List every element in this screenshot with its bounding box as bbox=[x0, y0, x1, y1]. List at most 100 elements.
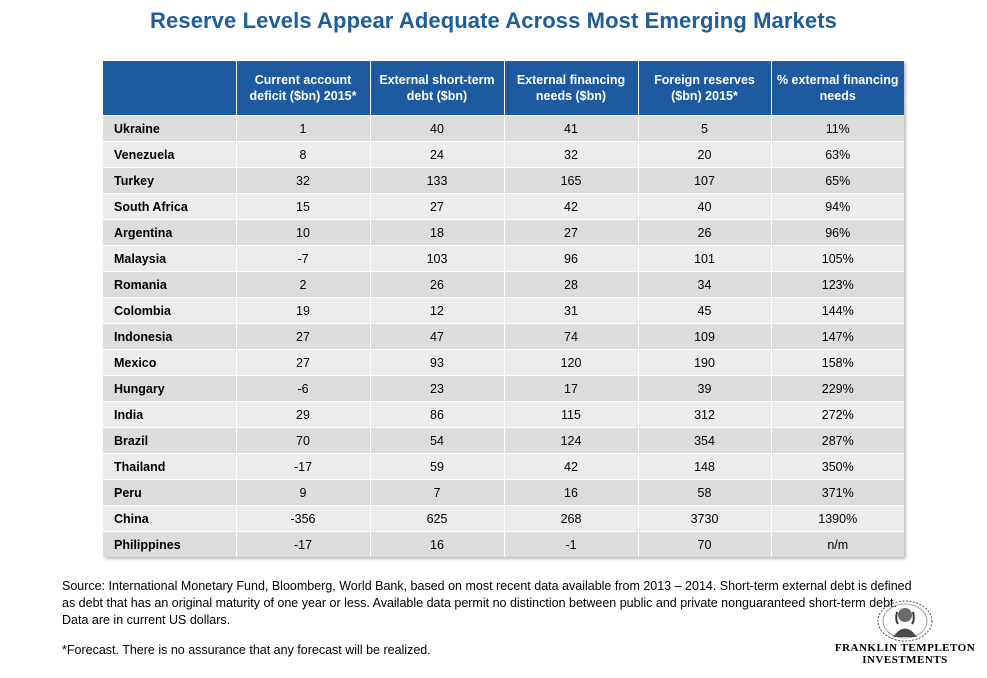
logo-line-2: INVESTMENTS bbox=[862, 654, 948, 666]
cell-foreign-reserves: 26 bbox=[637, 219, 771, 246]
header-external-short-term-debt: External short-term debt ($bn) bbox=[369, 61, 504, 116]
cell-foreign-reserves: 101 bbox=[637, 245, 771, 272]
cell-pct-external-financing-needs: 287% bbox=[770, 427, 904, 454]
cell-pct-external-financing-needs: 229% bbox=[770, 375, 904, 402]
cell-external-financing-needs: -1 bbox=[503, 531, 638, 557]
cell-external-short-term-debt: 103 bbox=[369, 245, 504, 272]
cell-current-account-deficit: -17 bbox=[235, 531, 370, 557]
forecast-footnote: *Forecast. There is no assurance that an… bbox=[62, 643, 431, 657]
cell-external-short-term-debt: 86 bbox=[369, 401, 504, 428]
cell-pct-external-financing-needs: 147% bbox=[770, 323, 904, 350]
cell-country: Peru bbox=[103, 479, 236, 506]
cell-external-short-term-debt: 7 bbox=[369, 479, 504, 506]
cell-country: Colombia bbox=[103, 297, 236, 324]
cell-external-financing-needs: 96 bbox=[503, 245, 638, 272]
table-row: China -356 625 268 3730 1390% bbox=[103, 505, 904, 532]
cell-current-account-deficit: 8 bbox=[235, 141, 370, 168]
cell-foreign-reserves: 109 bbox=[637, 323, 771, 350]
cell-external-short-term-debt: 47 bbox=[369, 323, 504, 350]
table-row: Brazil 70 54 124 354 287% bbox=[103, 427, 904, 454]
cell-pct-external-financing-needs: 123% bbox=[770, 271, 904, 298]
cell-country: Brazil bbox=[103, 427, 236, 454]
cell-pct-external-financing-needs: 371% bbox=[770, 479, 904, 506]
cell-country: Venezuela bbox=[103, 141, 236, 168]
cell-country: Mexico bbox=[103, 349, 236, 376]
cell-pct-external-financing-needs: 65% bbox=[770, 167, 904, 194]
cell-foreign-reserves: 354 bbox=[637, 427, 771, 454]
cell-current-account-deficit: -356 bbox=[235, 505, 370, 532]
table-row: Malaysia -7 103 96 101 105% bbox=[103, 245, 904, 272]
cell-foreign-reserves: 20 bbox=[637, 141, 771, 168]
cell-external-financing-needs: 31 bbox=[503, 297, 638, 324]
cell-external-short-term-debt: 59 bbox=[369, 453, 504, 480]
cell-external-short-term-debt: 40 bbox=[369, 115, 504, 142]
cell-external-short-term-debt: 625 bbox=[369, 505, 504, 532]
cell-external-financing-needs: 165 bbox=[503, 167, 638, 194]
cell-country: Thailand bbox=[103, 453, 236, 480]
cell-pct-external-financing-needs: 105% bbox=[770, 245, 904, 272]
table-row: Peru 9 7 16 58 371% bbox=[103, 479, 904, 506]
cell-external-short-term-debt: 16 bbox=[369, 531, 504, 557]
cell-external-short-term-debt: 12 bbox=[369, 297, 504, 324]
table-row: Thailand -17 59 42 148 350% bbox=[103, 453, 904, 480]
table-row: Colombia 19 12 31 45 144% bbox=[103, 297, 904, 324]
cell-pct-external-financing-needs: 63% bbox=[770, 141, 904, 168]
cell-foreign-reserves: 40 bbox=[637, 193, 771, 220]
cell-foreign-reserves: 5 bbox=[637, 115, 771, 142]
cell-current-account-deficit: 2 bbox=[235, 271, 370, 298]
cell-external-financing-needs: 32 bbox=[503, 141, 638, 168]
cell-country: Philippines bbox=[103, 531, 236, 557]
cell-current-account-deficit: 32 bbox=[235, 167, 370, 194]
cell-foreign-reserves: 190 bbox=[637, 349, 771, 376]
cell-external-financing-needs: 42 bbox=[503, 193, 638, 220]
cell-external-short-term-debt: 54 bbox=[369, 427, 504, 454]
reserves-table: Current account deficit ($bn) 2015* Exte… bbox=[103, 61, 904, 557]
cell-country: India bbox=[103, 401, 236, 428]
cell-external-short-term-debt: 27 bbox=[369, 193, 504, 220]
cell-foreign-reserves: 70 bbox=[637, 531, 771, 557]
cell-pct-external-financing-needs: 272% bbox=[770, 401, 904, 428]
table-body: Ukraine 1 40 41 5 11% Venezuela 8 24 32 20 63% Turke… bbox=[103, 115, 904, 557]
header-pct-external-financing-needs: % external financing needs bbox=[770, 61, 904, 116]
cell-pct-external-financing-needs: 158% bbox=[770, 349, 904, 376]
cell-country: Romania bbox=[103, 271, 236, 298]
cell-external-short-term-debt: 133 bbox=[369, 167, 504, 194]
cell-pct-external-financing-needs: 1390% bbox=[770, 505, 904, 532]
cell-foreign-reserves: 3730 bbox=[637, 505, 771, 532]
table-row: India 29 86 115 312 272% bbox=[103, 401, 904, 428]
table-row: Mexico 27 93 120 190 158% bbox=[103, 349, 904, 376]
cell-external-financing-needs: 115 bbox=[503, 401, 638, 428]
cell-country: Malaysia bbox=[103, 245, 236, 272]
cell-external-financing-needs: 124 bbox=[503, 427, 638, 454]
cell-external-financing-needs: 16 bbox=[503, 479, 638, 506]
cell-current-account-deficit: -7 bbox=[235, 245, 370, 272]
table-row: Turkey 32 133 165 107 65% bbox=[103, 167, 904, 194]
benjamin-franklin-portrait-icon bbox=[877, 600, 933, 642]
table-header-row: Current account deficit ($bn) 2015* Exte… bbox=[103, 61, 904, 116]
table-row: Argentina 10 18 27 26 96% bbox=[103, 219, 904, 246]
cell-pct-external-financing-needs: 94% bbox=[770, 193, 904, 220]
cell-foreign-reserves: 34 bbox=[637, 271, 771, 298]
header-current-account-deficit: Current account deficit ($bn) 2015* bbox=[235, 61, 370, 116]
cell-external-short-term-debt: 18 bbox=[369, 219, 504, 246]
cell-external-financing-needs: 28 bbox=[503, 271, 638, 298]
cell-external-financing-needs: 74 bbox=[503, 323, 638, 350]
table-row: Romania 2 26 28 34 123% bbox=[103, 271, 904, 298]
cell-external-short-term-debt: 93 bbox=[369, 349, 504, 376]
cell-external-financing-needs: 42 bbox=[503, 453, 638, 480]
cell-pct-external-financing-needs: 350% bbox=[770, 453, 904, 480]
cell-current-account-deficit: 10 bbox=[235, 219, 370, 246]
page-title: Reserve Levels Appear Adequate Across Mo… bbox=[150, 8, 837, 33]
cell-country: Turkey bbox=[103, 167, 236, 194]
table-row: South Africa 15 27 42 40 94% bbox=[103, 193, 904, 220]
header-external-financing-needs: External financing needs ($bn) bbox=[503, 61, 638, 116]
cell-current-account-deficit: 27 bbox=[235, 323, 370, 350]
cell-external-short-term-debt: 23 bbox=[369, 375, 504, 402]
cell-current-account-deficit: 9 bbox=[235, 479, 370, 506]
cell-external-financing-needs: 268 bbox=[503, 505, 638, 532]
table-row: Venezuela 8 24 32 20 63% bbox=[103, 141, 904, 168]
source-note: Source: International Monetary Fund, Blo… bbox=[62, 579, 912, 627]
cell-external-financing-needs: 17 bbox=[503, 375, 638, 402]
cell-foreign-reserves: 45 bbox=[637, 297, 771, 324]
cell-foreign-reserves: 148 bbox=[637, 453, 771, 480]
